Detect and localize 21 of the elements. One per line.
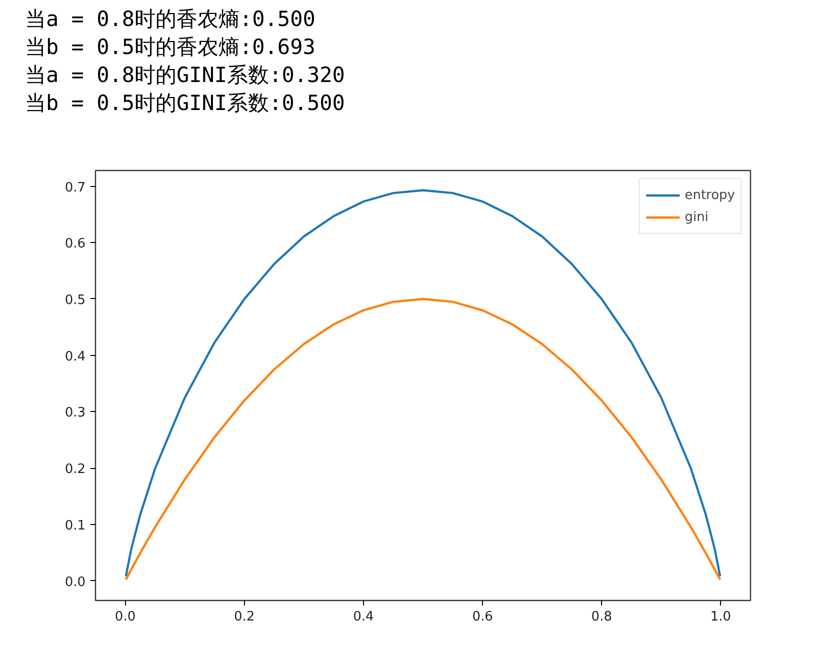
x-tick-label: 0.6 <box>472 610 493 624</box>
text: 当a = 0.8时的香农熵:0.500 <box>25 7 316 31</box>
y-tick-label: 0.0 <box>64 574 86 590</box>
x-tick-label: 0.0 <box>114 610 136 624</box>
y-tick-label: 0.1 <box>64 518 86 534</box>
legend-label: gini <box>684 210 708 224</box>
y-tick-label: 0.5 <box>64 292 86 308</box>
y-tick-label: 0.3 <box>64 406 86 421</box>
x-tick-label: 0.8 <box>591 610 612 624</box>
text: 当b = 0.5时的GINI系数:0.500 <box>25 91 345 115</box>
line-series <box>124 298 722 581</box>
x-tick-label: 1.0 <box>710 610 732 624</box>
y-tick-label: 0.7 <box>64 180 86 196</box>
y-tick-label: 0.4 <box>64 349 86 364</box>
text: 当a = 0.8时的GINI系数:0.320 <box>25 63 345 87</box>
legend-label: entropy <box>684 188 735 202</box>
y-tick-label: 0.6 <box>64 236 86 252</box>
x-tick-label: 0.2 <box>234 610 255 624</box>
y-tick-label: 0.2 <box>64 462 86 478</box>
x-tick-label: 0.4 <box>353 610 374 624</box>
text: 当b = 0.5时的香农熵:0.693 <box>25 35 316 59</box>
